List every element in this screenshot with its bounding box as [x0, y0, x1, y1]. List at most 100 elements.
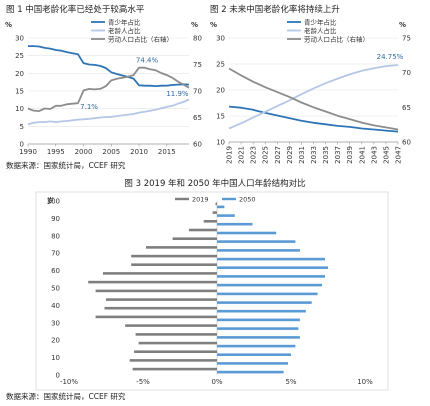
legend-label: 2050 [239, 196, 256, 204]
left-tick-label: 10 [216, 139, 225, 147]
bar-2050-50-54 [217, 283, 323, 287]
x-tick-label: 2037 [334, 146, 342, 164]
legend-label: 青少年占比 [304, 17, 337, 26]
fig2-right-unit: % [399, 21, 406, 29]
fig3-title: 图 3 2019 年和 2050 年中国人口年龄结构对比 [124, 178, 305, 189]
bar-2050-80-84 [217, 231, 277, 235]
left-tick-label: 15 [15, 88, 24, 96]
bar-2050-35-39 [217, 309, 306, 313]
series-line-2 [228, 64, 399, 130]
y-tick-label: 40 [51, 302, 60, 310]
x-tick-label: 2021 [238, 146, 246, 164]
fig2-left-unit: % [210, 21, 217, 29]
bar-2019-35-39 [104, 306, 217, 310]
series-line-2 [27, 98, 190, 126]
left-tick-label: 30 [15, 35, 24, 43]
bar-2019-5-9 [129, 359, 217, 362]
bar-2050-30-34 [217, 318, 300, 322]
x-tick-label: 2029 [286, 146, 294, 164]
x-tick-label: 2005 [102, 148, 120, 156]
right-tick-label: 65 [402, 104, 411, 112]
bar-2019-95-99 [215, 202, 217, 206]
legend-label: 2019 [192, 196, 209, 204]
x-tick-label: 2043 [370, 146, 378, 164]
bar-2050-75-79 [217, 240, 296, 243]
bar-2019-50-54 [88, 280, 217, 284]
bar-2019-25-29 [125, 324, 217, 327]
bar-2019-20-24 [135, 333, 217, 336]
x-tick-label: 2027 [274, 146, 282, 164]
fig1-plot: 0 5 10 15 20 25 30 60 65 70 75 80 1990 1995 2000 2005 20… [15, 17, 202, 156]
right-tick-label: 70 [402, 69, 411, 77]
bar-2019-10-14 [134, 350, 217, 353]
left-tick-label: 20 [15, 70, 24, 78]
legend-label: 老龄人占比 [108, 26, 141, 35]
x-tick-label: -5% [136, 378, 150, 386]
y-tick-label: 90 [51, 215, 60, 223]
bar-2050-60-64 [217, 266, 328, 269]
y-tick-label: 50 [51, 285, 60, 293]
x-tick-label: 2047 [395, 146, 403, 164]
bar-2050-25-29 [217, 327, 299, 330]
left-tick-label: 25 [216, 61, 225, 69]
annotation-label: 11.9% [166, 90, 189, 98]
legend-label: 青少年占比 [108, 17, 141, 26]
x-tick-label: 5% [285, 378, 296, 386]
bar-2019-70-74 [146, 246, 217, 249]
right-tick-label: 60 [402, 139, 411, 147]
right-tick-label: 75 [402, 35, 411, 43]
y-tick-label: 30 [51, 319, 60, 327]
bar-2019-80-84 [188, 228, 217, 232]
x-tick-label: 10% [357, 378, 373, 386]
fig3-source: 数据来源：国家统计局，CCEF 研究 [6, 391, 126, 401]
legend-label: 劳动人口占比（右轴） [304, 34, 369, 43]
series-line-1 [28, 45, 190, 87]
x-tick-label: -10% [60, 378, 78, 386]
x-tick-label: 2023 [250, 146, 258, 164]
fig1-source: 数据来源：国家统计局，CCEF 研究 [6, 160, 126, 170]
x-tick-label: 2000 [75, 148, 93, 156]
bar-2050-90-94 [217, 214, 235, 217]
legend-label: 劳动人口占比（右轴） [108, 34, 173, 43]
bar-2050-15-19 [217, 344, 296, 348]
x-tick-label: 2010 [130, 148, 148, 156]
bar-2019-90-94 [212, 211, 217, 214]
right-tick-label: 65 [193, 114, 202, 122]
bar-2050-5-9 [217, 362, 288, 365]
left-tick-label: 20 [216, 87, 225, 95]
fig2-title: 图 2 未来中国老龄化率将持续上升 [210, 4, 340, 15]
bar-2019-0-4 [132, 367, 217, 371]
x-tick-label: 2031 [298, 146, 306, 164]
bar-2019-40-44 [106, 298, 217, 301]
x-tick-label: 2035 [322, 146, 330, 164]
fig1-title: 图 1 中国老龄化率已经处于较高水平 [6, 4, 145, 15]
bar-2019-65-69 [131, 254, 217, 258]
x-tick-label: 2015 [158, 148, 176, 156]
left-tick-label: 25 [15, 52, 24, 60]
bar-2019-45-49 [95, 289, 217, 293]
annotation-label: 7.1% [80, 103, 98, 111]
bar-2050-20-24 [217, 336, 300, 339]
bar-2019-85-89 [203, 220, 217, 223]
series-line-3 [27, 66, 190, 112]
bar-2019-55-59 [103, 272, 217, 275]
bar-2019-60-64 [131, 263, 217, 266]
bar-2050-65-69 [217, 257, 325, 261]
x-tick-label: 2033 [310, 146, 318, 164]
x-tick-label: 1995 [47, 148, 65, 156]
left-tick-label: 0 [20, 141, 24, 149]
y-tick-label: 0 [56, 372, 60, 380]
bar-2050-40-44 [217, 301, 312, 304]
left-tick-label: 30 [216, 35, 225, 43]
fig1-left-unit: % [5, 21, 12, 29]
left-tick-label: 15 [216, 113, 225, 121]
bar-2050-70-74 [217, 249, 300, 252]
x-tick-label: 0% [211, 378, 222, 386]
x-tick-label: 2045 [382, 146, 390, 164]
bar-2050-45-49 [217, 292, 318, 296]
bar-2050-0-4 [217, 370, 284, 374]
right-tick-label: 60 [193, 141, 202, 149]
bar-2050-85-89 [217, 222, 253, 226]
annotation-label: 74.4% [136, 57, 159, 65]
